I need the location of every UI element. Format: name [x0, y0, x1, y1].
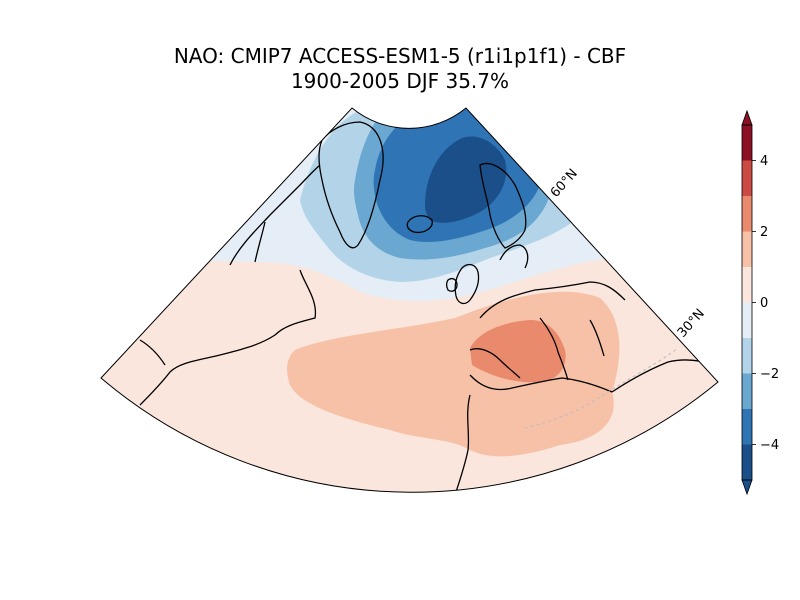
map-title-line1: NAO: CMIP7 ACCESS-ESM1-5 (r1i1p1f1) - CB…: [173, 44, 627, 68]
colorbar-tick-label: 0: [760, 296, 768, 311]
colorbar-segment: [742, 267, 752, 303]
colorbar-segment: [742, 409, 752, 445]
colorbar-segment: [742, 302, 752, 339]
colorbar-segment: [742, 160, 752, 197]
colorbar-segment: [742, 125, 752, 161]
colorbar-extend-min: [741, 479, 753, 496]
contour-fill-neg4-5: [425, 136, 507, 223]
colorbar-segment: [742, 444, 752, 481]
dashed-border: [524, 347, 679, 429]
nao-field: [101, 108, 718, 493]
coastlines: [139, 121, 716, 493]
colorbar-tick-label: 4: [760, 154, 768, 169]
colorbar-segment: [742, 338, 752, 374]
lat-label-60n: 60°N: [548, 166, 581, 200]
colorbar-segment: [742, 373, 752, 410]
colorbar-tick-label: 2: [760, 225, 768, 240]
colorbar-segment: [742, 196, 752, 232]
map-title-line2: 1900-2005 DJF 35.7%: [290, 69, 510, 93]
contour-fill-2-3: [470, 320, 566, 383]
colorbar-tick-label: −2: [760, 367, 779, 382]
colorbar-segment: [742, 231, 752, 268]
lat-label-30n: 30°N: [675, 306, 708, 340]
colorbar-tick-label: −4: [760, 438, 779, 453]
colorbar: 4 2 0 −2 −4: [741, 109, 779, 496]
colorbar-extend-max: [741, 109, 753, 126]
map-frame: [100, 107, 719, 493]
